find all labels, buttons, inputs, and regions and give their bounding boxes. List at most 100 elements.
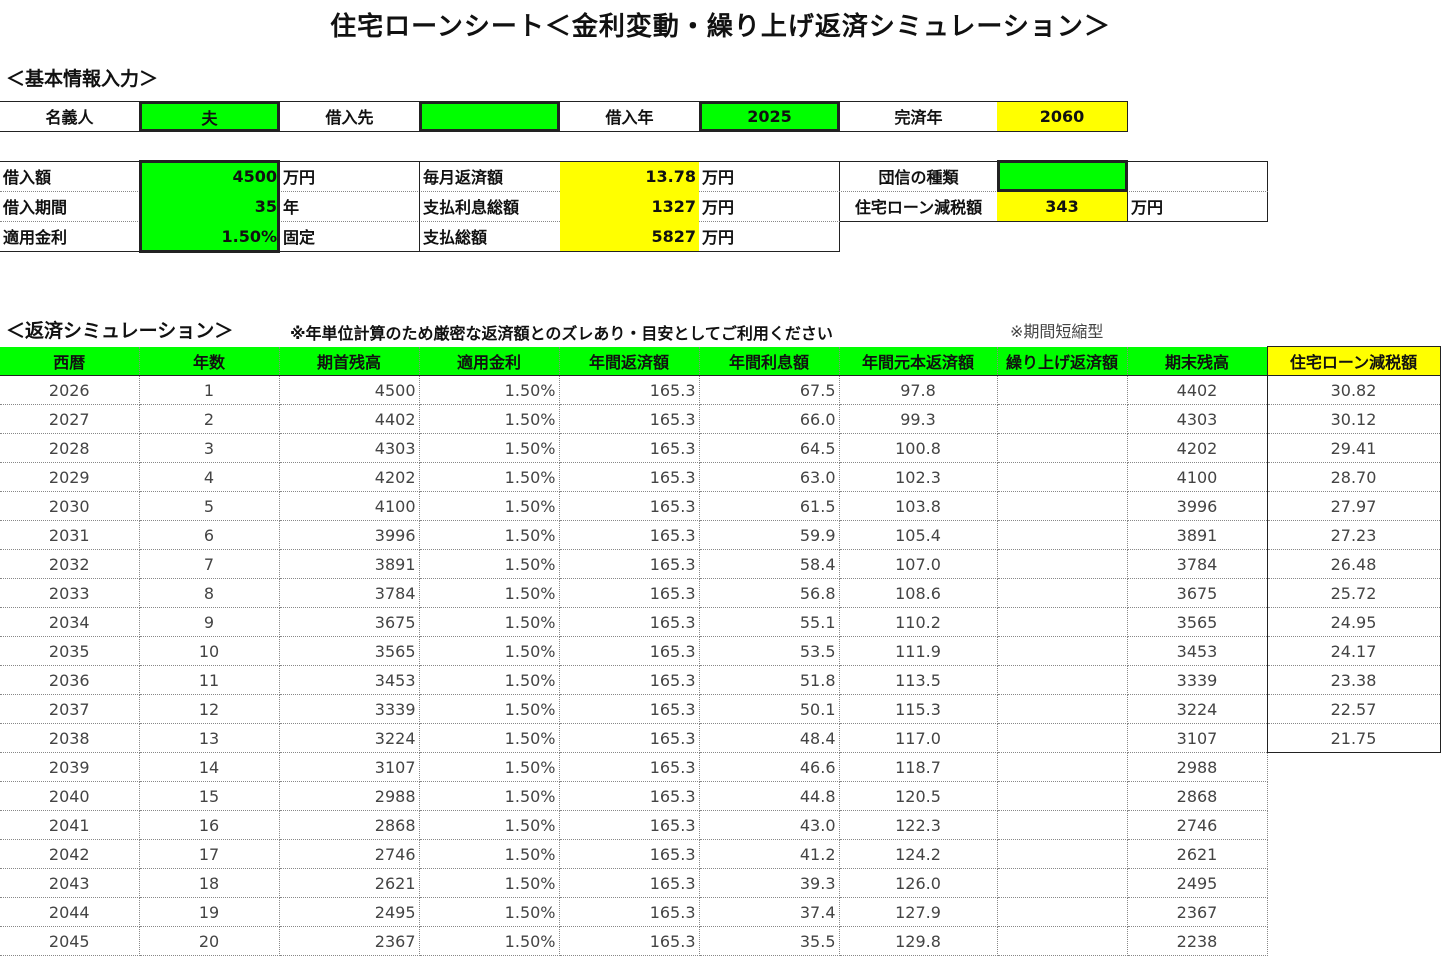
table-row: 2030 5 4100 1.50% 165.3 61.5 103.8 3996 27.97 <box>0 491 1441 521</box>
table-row: 2034 9 3675 1.50% 165.3 55.1 110.2 3565 24.95 <box>0 607 1441 637</box>
cell-rate: 1.50% <box>419 520 560 550</box>
cell-annual-interest: 61.5 <box>699 491 840 521</box>
cell-annual-principal: 118.7 <box>839 752 998 782</box>
cell-annual-payment: 165.3 <box>559 868 700 898</box>
cell-rate: 1.50% <box>419 375 560 405</box>
tax-label: 住宅ローン減税額 <box>854 198 983 217</box>
cell-annual-principal: 108.6 <box>839 578 998 608</box>
cell-tax-deduction <box>1267 927 1440 956</box>
cell-prepayment[interactable] <box>997 549 1128 579</box>
cell-annual-principal: 126.0 <box>839 868 998 898</box>
cell-closing-balance: 3107 <box>1127 723 1268 753</box>
cell-year: 2042 <box>0 839 140 869</box>
cell-prepayment[interactable] <box>997 433 1128 463</box>
cell-opening-balance: 2868 <box>279 810 420 840</box>
cell-year-number: 2 <box>139 404 280 434</box>
cell-prepayment[interactable] <box>997 375 1128 405</box>
header-annual-interest: 年間利息額 <box>699 346 840 376</box>
cell-year: 2027 <box>0 404 140 434</box>
cell-closing-balance: 3224 <box>1127 694 1268 724</box>
cell-prepayment[interactable] <box>997 491 1128 521</box>
result-block <box>560 162 699 251</box>
cell-prepayment[interactable] <box>997 520 1128 550</box>
cell-rate: 1.50% <box>419 810 560 840</box>
cell-rate: 1.50% <box>419 694 560 724</box>
cell-year-number: 6 <box>139 520 280 550</box>
table-row: 2036 11 3453 1.50% 165.3 51.8 113.5 3339 23.38 <box>0 665 1441 695</box>
cell-closing-balance: 3996 <box>1127 491 1268 521</box>
cell-annual-payment: 165.3 <box>559 636 700 666</box>
cell-annual-payment: 165.3 <box>559 549 700 579</box>
total-unit: 万円 <box>702 228 735 247</box>
cell-prepayment[interactable] <box>997 462 1128 492</box>
cell-prepayment[interactable] <box>997 607 1128 637</box>
amount-input[interactable]: 4500 <box>232 166 277 186</box>
cell-opening-balance: 3675 <box>279 607 420 637</box>
holder-input[interactable]: 夫 <box>139 101 280 132</box>
cell-prepayment[interactable] <box>997 665 1128 695</box>
term-input[interactable]: 35 <box>254 196 277 216</box>
cell-prepayment[interactable] <box>997 636 1128 666</box>
table-row: 2041 16 2868 1.50% 165.3 43.0 122.3 2746 <box>0 810 1440 840</box>
cell-prepayment[interactable] <box>997 810 1128 840</box>
cell-annual-payment: 165.3 <box>559 752 700 782</box>
rate-input[interactable]: 1.50% <box>221 226 277 246</box>
cell-year-number: 13 <box>139 723 280 753</box>
cell-annual-interest: 39.3 <box>699 868 840 898</box>
cell-annual-payment: 165.3 <box>559 607 700 637</box>
cell-year: 2045 <box>0 926 140 956</box>
cell-annual-principal: 115.3 <box>839 694 998 724</box>
cell-year: 2029 <box>0 462 140 492</box>
cell-prepayment[interactable] <box>997 839 1128 869</box>
cell-annual-principal: 107.0 <box>839 549 998 579</box>
cell-year-number: 1 <box>139 375 280 405</box>
cell-closing-balance: 3891 <box>1127 520 1268 550</box>
cell-year: 2033 <box>0 578 140 608</box>
cell-prepayment[interactable] <box>997 781 1128 811</box>
cell-annual-payment: 165.3 <box>559 897 700 927</box>
cell-annual-interest: 58.4 <box>699 549 840 579</box>
cell-annual-principal: 99.3 <box>839 404 998 434</box>
cell-tax-deduction <box>1267 753 1440 782</box>
cell-annual-principal: 100.8 <box>839 433 998 463</box>
term-label: 借入期間 <box>3 198 68 217</box>
cell-annual-payment: 165.3 <box>559 926 700 956</box>
header-tax-deduction: 住宅ローン減税額 <box>1266 346 1441 376</box>
cell-annual-payment: 165.3 <box>559 723 700 753</box>
end-year-value: 2060 <box>997 102 1128 131</box>
cell-year-number: 19 <box>139 897 280 927</box>
cell-prepayment[interactable] <box>997 926 1128 956</box>
insurance-input[interactable] <box>997 160 1128 192</box>
cell-annual-principal: 97.8 <box>839 375 998 405</box>
cell-closing-balance: 4100 <box>1127 462 1268 492</box>
cell-closing-balance: 2621 <box>1127 839 1268 869</box>
cell-prepayment[interactable] <box>997 694 1128 724</box>
cell-annual-interest: 35.5 <box>699 926 840 956</box>
cell-tax-deduction: 24.95 <box>1266 607 1441 637</box>
cell-prepayment[interactable] <box>997 752 1128 782</box>
cell-prepayment[interactable] <box>997 404 1128 434</box>
cell-tax-deduction <box>1267 869 1440 898</box>
cell-opening-balance: 2746 <box>279 839 420 869</box>
cell-year: 2043 <box>0 868 140 898</box>
cell-annual-payment: 165.3 <box>559 520 700 550</box>
cell-closing-balance: 2868 <box>1127 781 1268 811</box>
cell-prepayment[interactable] <box>997 868 1128 898</box>
loan-year-input[interactable]: 2025 <box>699 101 840 132</box>
table-row: 2033 8 3784 1.50% 165.3 56.8 108.6 3675 25.72 <box>0 578 1441 608</box>
total-label: 支払総額 <box>423 228 488 247</box>
table-row: 2039 14 3107 1.50% 165.3 46.6 118.7 2988 <box>0 752 1440 782</box>
cell-rate: 1.50% <box>419 462 560 492</box>
cell-tax-deduction <box>1267 811 1440 840</box>
tax-unit: 万円 <box>1131 198 1164 217</box>
cell-year: 2035 <box>0 636 140 666</box>
cell-annual-principal: 113.5 <box>839 665 998 695</box>
loan-input-block <box>139 160 280 253</box>
lender-input[interactable] <box>419 101 560 132</box>
cell-prepayment[interactable] <box>997 723 1128 753</box>
cell-annual-interest: 50.1 <box>699 694 840 724</box>
cell-prepayment[interactable] <box>997 897 1128 927</box>
cell-rate: 1.50% <box>419 839 560 869</box>
table-row: 2027 2 4402 1.50% 165.3 66.0 99.3 4303 30.12 <box>0 404 1441 434</box>
cell-prepayment[interactable] <box>997 578 1128 608</box>
